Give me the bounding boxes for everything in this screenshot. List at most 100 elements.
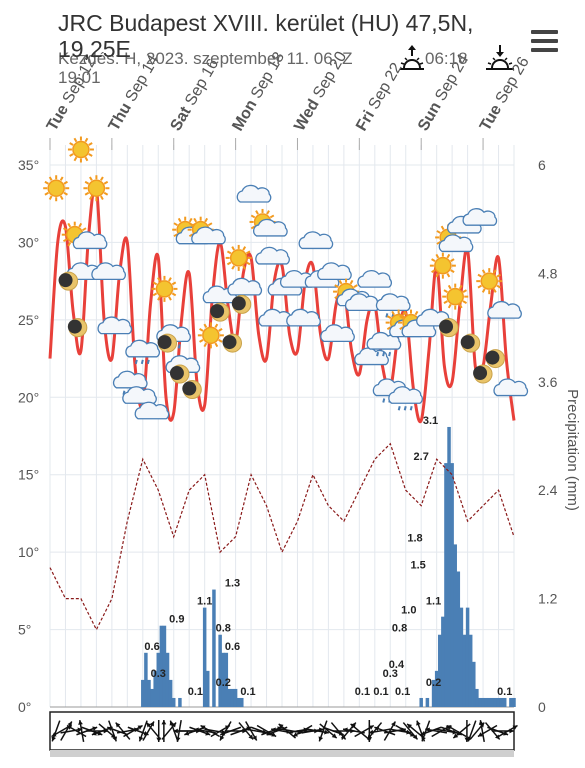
cloud-shape <box>97 316 133 335</box>
wind-arrow-head <box>453 733 459 739</box>
cloud-shape <box>317 262 352 281</box>
cloud-shape <box>462 208 498 226</box>
dew-point-series <box>49 442 515 631</box>
precip-value-label: 0.2 <box>216 677 231 689</box>
precip-bar <box>218 634 222 707</box>
precip-bar <box>438 634 442 707</box>
wind-arrow <box>51 720 61 742</box>
precip-value-label: 2.7 <box>414 451 429 463</box>
moon-shadow <box>460 335 475 350</box>
sun-ray <box>59 176 64 181</box>
sun-ray <box>431 269 436 274</box>
cloud-shape <box>72 231 108 250</box>
moon-shadow <box>231 296 246 311</box>
rain-drop <box>134 359 138 365</box>
sun-ray <box>447 284 452 290</box>
wind-arrow-head <box>412 734 418 740</box>
sun-ray <box>353 284 358 288</box>
sun-ray <box>152 281 158 286</box>
sun-ray <box>226 250 232 255</box>
wind-arrow-head <box>77 727 83 733</box>
sun-ray <box>168 296 172 301</box>
precip-bar <box>509 697 513 707</box>
precipitation-bars <box>141 426 516 707</box>
wind-arrow-head <box>220 731 226 736</box>
cloud-icon <box>320 324 355 342</box>
cloud-icon <box>227 277 263 296</box>
cloud-icon <box>97 316 133 335</box>
rain-drop <box>382 398 386 403</box>
sun-ray <box>450 258 455 263</box>
wind-arrow <box>425 727 448 734</box>
cloud-shape <box>354 347 389 366</box>
wind-arrow-head <box>374 726 380 731</box>
wind-arrow <box>51 724 72 738</box>
sun-ray <box>88 153 93 157</box>
cloud-shape <box>125 339 160 358</box>
wind-arrow-head <box>248 734 254 740</box>
precip-tick-label: 4.8 <box>538 265 558 281</box>
wind-arrow <box>161 722 177 740</box>
cloud-shape <box>493 378 529 397</box>
rain-drop <box>397 406 401 411</box>
precip-value-label: 0.1 <box>395 686 410 698</box>
cloud-shape <box>191 226 226 245</box>
wind-arrow-head <box>161 720 167 725</box>
wind-arrow <box>406 723 425 739</box>
wind-arrow <box>123 724 143 738</box>
sun-ray <box>435 272 440 278</box>
cloud-rain-icon <box>125 339 160 365</box>
wind-arrow <box>318 720 328 742</box>
precip-axis-title: Precipitation (mm) <box>564 389 581 511</box>
wind-arrow <box>156 720 162 742</box>
sun-ray <box>436 241 441 245</box>
hamburger-menu-icon[interactable] <box>531 30 558 52</box>
sun-ray <box>193 217 198 223</box>
sun-ray <box>477 284 482 289</box>
sun-ray <box>477 273 482 278</box>
precip-bar <box>212 589 216 707</box>
sun-ray <box>269 214 275 219</box>
precip-value-label: 0.9 <box>169 614 184 626</box>
precip-tick-label: 1.2 <box>538 591 558 607</box>
precip-value-label: 0.1 <box>355 686 370 698</box>
wind-arrow-head <box>271 732 277 737</box>
sun-ray <box>73 156 78 162</box>
sun-cloud-icon <box>187 216 226 245</box>
wind-arrow <box>498 724 518 738</box>
weather-icons <box>43 136 529 420</box>
precip-bar <box>165 652 170 707</box>
wind-arrow-head <box>512 725 518 730</box>
rain-drop <box>376 351 380 357</box>
sun-ray <box>226 261 232 266</box>
sun-ray <box>231 265 236 270</box>
sun-ray <box>88 142 93 146</box>
moon-shadow <box>210 304 225 319</box>
sun-ray <box>84 191 90 196</box>
wind-arrow <box>374 726 396 736</box>
cloud-icon <box>487 300 522 319</box>
cloud-icon <box>286 308 321 327</box>
precip-bar <box>178 697 182 707</box>
precip-bar <box>202 607 207 707</box>
moon-shadow <box>485 350 500 365</box>
cloud-icon <box>72 231 108 250</box>
wind-arrow <box>138 720 148 742</box>
wind-arrow-head <box>112 736 118 742</box>
wind-arrow <box>477 724 498 738</box>
precip-bar <box>487 697 491 707</box>
sun-ray <box>250 214 256 219</box>
sun-ray <box>450 269 455 274</box>
sun-ray <box>157 277 161 282</box>
moon-shadow <box>473 366 488 381</box>
dew-point-line <box>49 442 515 631</box>
cloud-shape <box>357 269 392 288</box>
precip-bar <box>496 697 501 707</box>
cloud-icon <box>493 378 529 397</box>
precip-bar <box>147 679 151 707</box>
temp-tick-label: 15° <box>18 467 39 483</box>
precip-value-label: 0.1 <box>188 686 203 698</box>
sun-icon <box>442 283 469 310</box>
sun-ray <box>188 233 194 238</box>
wind-arrow-head <box>138 736 144 742</box>
